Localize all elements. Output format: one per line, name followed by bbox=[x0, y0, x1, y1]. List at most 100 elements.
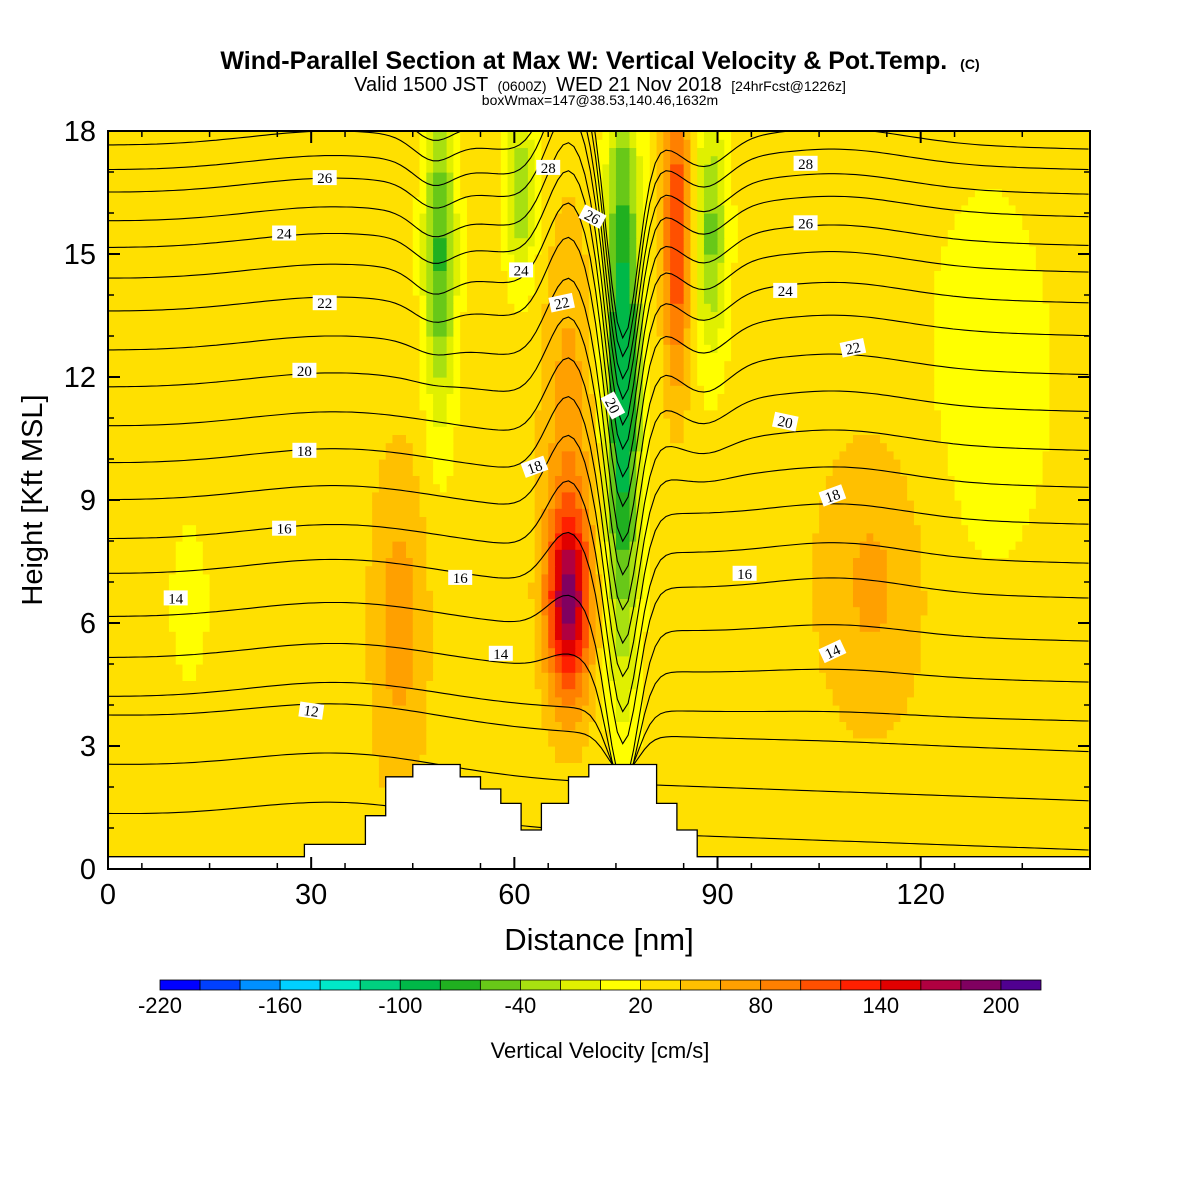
velocity-cell bbox=[541, 565, 549, 575]
velocity-cell bbox=[602, 459, 610, 468]
velocity-cell bbox=[378, 475, 421, 485]
velocity-cell bbox=[175, 565, 204, 575]
velocity-cell bbox=[615, 303, 631, 312]
velocity-cell bbox=[670, 434, 685, 444]
velocity-cell bbox=[636, 204, 644, 214]
colorbar-tick-label: -40 bbox=[505, 993, 537, 1018]
velocity-cell bbox=[446, 319, 454, 329]
velocity-cell bbox=[717, 196, 725, 206]
velocity-cell bbox=[697, 311, 725, 321]
isentrope-line bbox=[108, 236, 1089, 508]
velocity-cell bbox=[636, 409, 644, 419]
velocity-cell bbox=[710, 344, 719, 353]
velocity-cell bbox=[202, 565, 366, 575]
velocity-cell bbox=[541, 688, 549, 698]
velocity-cell bbox=[108, 696, 373, 706]
velocity-cell bbox=[615, 705, 631, 714]
velocity-cell bbox=[175, 557, 204, 567]
velocity-cell bbox=[554, 426, 583, 435]
contour-label: 28 bbox=[793, 155, 818, 173]
velocity-cell bbox=[582, 573, 590, 583]
velocity-cell bbox=[907, 491, 956, 501]
velocity-cell bbox=[426, 434, 454, 444]
velocity-cell bbox=[920, 582, 1090, 591]
colorbar-tick-label: -160 bbox=[258, 993, 302, 1018]
velocity-cell bbox=[670, 327, 685, 337]
velocity-cell bbox=[643, 213, 651, 222]
velocity-cell bbox=[643, 401, 651, 411]
velocity-cell bbox=[907, 696, 1090, 706]
velocity-cell bbox=[595, 245, 603, 255]
velocity-cell bbox=[500, 188, 509, 198]
velocity-cell bbox=[541, 172, 597, 181]
velocity-cell bbox=[1049, 393, 1090, 403]
velocity-cell bbox=[209, 590, 366, 599]
velocity-cell bbox=[108, 459, 380, 468]
velocity-cell bbox=[852, 582, 888, 591]
velocity-cell bbox=[649, 524, 820, 534]
velocity-cell bbox=[534, 221, 543, 230]
velocity-cell bbox=[541, 229, 556, 239]
velocity-cell bbox=[1022, 524, 1090, 534]
velocity-cell bbox=[690, 377, 698, 386]
velocity-cell bbox=[683, 344, 692, 353]
velocity-cell bbox=[548, 459, 563, 468]
velocity-cell bbox=[974, 188, 1003, 198]
velocity-cell bbox=[446, 327, 454, 337]
velocity-cell bbox=[866, 532, 874, 542]
velocity-cell bbox=[649, 508, 820, 517]
velocity-cell bbox=[595, 606, 603, 616]
velocity-cell bbox=[460, 377, 543, 386]
velocity-cell bbox=[595, 582, 603, 591]
velocity-cell bbox=[548, 573, 556, 583]
velocity-cell bbox=[615, 221, 631, 230]
velocity-cell bbox=[466, 303, 515, 312]
velocity-cell bbox=[548, 623, 556, 632]
velocity-cell bbox=[168, 598, 211, 608]
velocity-cell bbox=[629, 442, 637, 452]
velocity-cell bbox=[920, 631, 1090, 640]
velocity-cell bbox=[629, 163, 637, 173]
velocity-cell bbox=[886, 557, 922, 567]
velocity-cell bbox=[615, 295, 631, 304]
velocity-cell bbox=[412, 655, 434, 665]
velocity-cell bbox=[663, 295, 671, 304]
velocity-cell bbox=[108, 221, 414, 230]
velocity-cell bbox=[629, 483, 637, 493]
contour-label-box bbox=[793, 155, 818, 171]
contour-label-text: 16 bbox=[453, 571, 469, 587]
velocity-cell bbox=[703, 188, 719, 198]
velocity-cell bbox=[108, 500, 373, 509]
velocity-cell bbox=[595, 270, 603, 280]
velocity-cell bbox=[656, 221, 664, 230]
velocity-cell bbox=[175, 655, 204, 665]
velocity-cell bbox=[636, 647, 644, 657]
velocity-cell bbox=[819, 524, 922, 534]
velocity-cell bbox=[690, 155, 698, 165]
velocity-cell bbox=[548, 278, 590, 288]
velocity-cell bbox=[636, 295, 644, 304]
velocity-cell bbox=[527, 229, 536, 239]
velocity-cell bbox=[412, 606, 434, 616]
velocity-cell bbox=[731, 336, 935, 345]
velocity-cell bbox=[202, 639, 366, 649]
x-tick-label: 90 bbox=[701, 879, 733, 911]
velocity-cell bbox=[615, 327, 631, 337]
velocity-cell bbox=[541, 221, 556, 230]
velocity-cell bbox=[643, 221, 651, 230]
velocity-cell bbox=[372, 688, 394, 698]
velocity-cell bbox=[717, 393, 935, 403]
velocity-cell bbox=[182, 532, 197, 542]
velocity-cell bbox=[433, 393, 448, 403]
velocity-cell bbox=[643, 655, 820, 665]
velocity-cell bbox=[697, 131, 705, 140]
velocity-cell bbox=[588, 385, 597, 394]
velocity-cell bbox=[372, 532, 427, 542]
velocity-cell bbox=[731, 180, 1090, 189]
velocity-cell bbox=[670, 426, 685, 435]
velocity-cell bbox=[595, 647, 603, 657]
velocity-cell bbox=[507, 196, 515, 206]
velocity-cell bbox=[670, 155, 685, 165]
velocity-cell bbox=[913, 500, 962, 509]
velocity-cell bbox=[886, 614, 922, 624]
